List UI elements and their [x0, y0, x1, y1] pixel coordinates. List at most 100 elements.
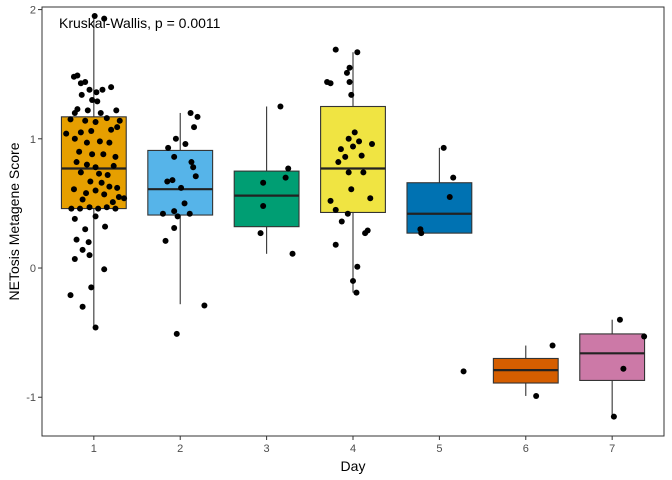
data-point: [114, 124, 121, 131]
data-point: [108, 126, 115, 133]
data-point: [257, 230, 264, 237]
box-group-day-5: [406, 147, 473, 234]
data-point: [348, 91, 355, 98]
x-tick-label: 5: [436, 443, 442, 455]
data-point: [610, 413, 617, 420]
data-point: [446, 193, 453, 200]
box-iqr: [320, 105, 386, 214]
data-point: [346, 64, 353, 71]
data-point: [93, 89, 100, 96]
data-point: [71, 255, 78, 262]
x-tick-label: 6: [523, 443, 529, 455]
data-point: [348, 186, 355, 193]
data-point: [616, 316, 623, 323]
boxes-layer: [60, 16, 646, 417]
data-point: [367, 195, 374, 202]
data-point: [172, 135, 179, 142]
data-point: [67, 292, 74, 299]
data-point: [162, 237, 169, 244]
data-point: [181, 200, 188, 207]
box-iqr: [233, 170, 300, 228]
data-point: [79, 303, 86, 310]
data-point: [71, 135, 78, 142]
data-point: [88, 284, 95, 291]
data-point: [345, 135, 352, 142]
data-point: [95, 205, 102, 212]
data-point: [79, 196, 86, 203]
data-point: [173, 330, 180, 337]
x-axis-title: Day: [341, 458, 366, 474]
data-point: [92, 119, 99, 126]
data-point: [165, 144, 172, 151]
data-point: [354, 263, 361, 270]
data-point: [260, 202, 267, 209]
data-point: [182, 140, 189, 147]
data-point: [78, 91, 85, 98]
data-point: [171, 208, 178, 215]
data-point: [77, 205, 84, 212]
test-annotation: Kruskal-Wallis, p = 0.0011: [59, 15, 221, 31]
points-layer: [63, 13, 648, 420]
data-point: [98, 179, 105, 186]
data-point: [641, 333, 648, 340]
data-point: [362, 230, 369, 237]
data-point: [337, 146, 344, 153]
data-point: [164, 178, 171, 185]
data-point: [96, 170, 103, 177]
data-point: [63, 130, 70, 137]
data-point: [343, 69, 350, 76]
x-tick-label: 3: [264, 443, 270, 455]
data-point: [67, 116, 74, 123]
data-point: [106, 139, 113, 146]
data-point: [92, 164, 99, 171]
data-point: [460, 368, 467, 375]
data-point: [83, 190, 90, 197]
data-point: [549, 342, 556, 349]
box-group-day-7: [579, 319, 646, 417]
data-point: [282, 174, 289, 181]
data-point: [113, 107, 120, 114]
data-point: [533, 392, 540, 399]
data-point: [71, 109, 78, 116]
data-point: [82, 78, 89, 85]
data-point: [332, 241, 339, 248]
x-tick-label: 7: [609, 443, 615, 455]
data-point: [327, 80, 334, 87]
data-point: [121, 195, 128, 202]
data-point: [327, 197, 334, 204]
data-point: [70, 186, 77, 193]
data-point: [332, 46, 339, 53]
data-point: [100, 151, 107, 158]
data-point: [159, 210, 166, 217]
data-point: [289, 250, 296, 257]
data-point: [171, 224, 178, 231]
data-point: [335, 159, 342, 166]
data-point: [351, 129, 358, 136]
data-point: [171, 153, 178, 160]
data-point: [332, 206, 339, 213]
y-tick-label: 0: [30, 263, 36, 275]
data-point: [76, 148, 83, 155]
data-point: [86, 204, 93, 211]
data-point: [79, 246, 86, 253]
data-point: [92, 213, 99, 220]
data-point: [86, 86, 93, 93]
box-group-day-4: [320, 52, 386, 293]
data-point: [353, 289, 360, 296]
data-point: [87, 178, 94, 185]
data-point: [96, 138, 103, 145]
data-point: [112, 153, 119, 160]
data-point: [101, 191, 108, 198]
data-point: [169, 177, 176, 184]
data-point: [103, 115, 110, 122]
y-tick-label: 2: [30, 5, 36, 17]
data-point: [85, 239, 92, 246]
data-point: [94, 98, 101, 105]
data-point: [102, 223, 109, 230]
data-point: [109, 199, 116, 206]
y-tick-label: -1: [26, 392, 36, 404]
data-point: [99, 86, 106, 93]
data-point: [187, 109, 194, 116]
x-tick-label: 1: [91, 443, 97, 455]
